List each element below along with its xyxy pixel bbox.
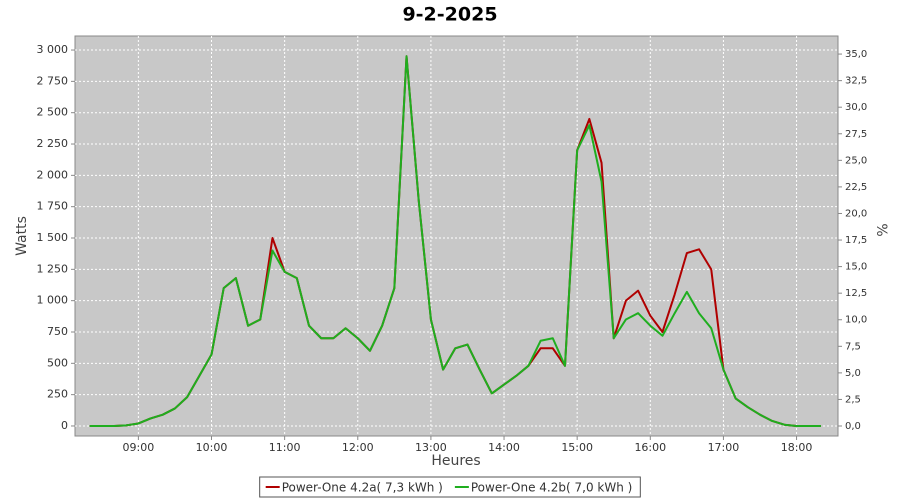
x-tick-label: 11:00 bbox=[269, 441, 301, 454]
y2-tick-label: 35,0 bbox=[845, 49, 867, 60]
y-tick-label: 1 500 bbox=[37, 231, 69, 244]
series-line bbox=[89, 55, 821, 427]
x-tick-label: 10:00 bbox=[196, 441, 228, 454]
y2-tick-label: 15,0 bbox=[845, 262, 867, 273]
chart-title: 9-2-2025 bbox=[402, 4, 497, 26]
y2-tick-label: 17,5 bbox=[845, 235, 867, 246]
y-tick-label: 500 bbox=[47, 356, 68, 369]
y2-tick-label: 12,5 bbox=[845, 288, 867, 299]
y2-axis-label: % bbox=[873, 223, 889, 236]
y-tick-label: 1 750 bbox=[37, 200, 69, 213]
y2-tick-label: 25,0 bbox=[845, 155, 867, 166]
legend-label: Power-One 4.2a( 7,3 kWh ) bbox=[282, 481, 443, 495]
x-tick-label: 09:00 bbox=[123, 441, 155, 454]
y-tick-label: 1 000 bbox=[37, 294, 69, 307]
y-tick-label: 2 250 bbox=[37, 137, 69, 150]
x-tick-label: 17:00 bbox=[708, 441, 740, 454]
y2-tick-label: 32,5 bbox=[845, 76, 867, 87]
x-tick-label: 13:00 bbox=[415, 441, 447, 454]
y2-tick-label: 30,0 bbox=[845, 102, 867, 113]
y2-tick-label: 2,5 bbox=[845, 394, 861, 405]
x-tick-label: 12:00 bbox=[342, 441, 374, 454]
y2-tick-label: 27,5 bbox=[845, 129, 867, 140]
legend-label: Power-One 4.2b( 7,0 kWh ) bbox=[471, 481, 632, 495]
y-tick-label: 750 bbox=[47, 325, 68, 338]
y-tick-label: 0 bbox=[61, 419, 68, 432]
y2-tick-label: 0,0 bbox=[845, 421, 861, 432]
x-axis-label: Heures bbox=[431, 453, 480, 469]
legend bbox=[259, 476, 641, 498]
x-tick-label: 18:00 bbox=[781, 441, 813, 454]
y2-tick-label: 20,0 bbox=[845, 208, 867, 219]
y2-tick-label: 22,5 bbox=[845, 182, 867, 193]
y2-tick-label: 10,0 bbox=[845, 315, 867, 326]
y2-tick-label: 7,5 bbox=[845, 341, 861, 352]
x-tick-label: 16:00 bbox=[634, 441, 666, 454]
y-tick-label: 2 750 bbox=[37, 74, 69, 87]
y-tick-label: 250 bbox=[47, 388, 68, 401]
x-tick-label: 15:00 bbox=[561, 441, 593, 454]
y-tick-label: 3 000 bbox=[37, 43, 69, 56]
y2-tick-label: 5,0 bbox=[845, 368, 861, 379]
y-tick-label: 2 500 bbox=[37, 106, 69, 119]
x-tick-label: 14:00 bbox=[488, 441, 520, 454]
y-tick-label: 2 000 bbox=[37, 168, 69, 181]
y-axis-label: Watts bbox=[14, 216, 30, 256]
y-tick-label: 1 250 bbox=[37, 262, 69, 275]
